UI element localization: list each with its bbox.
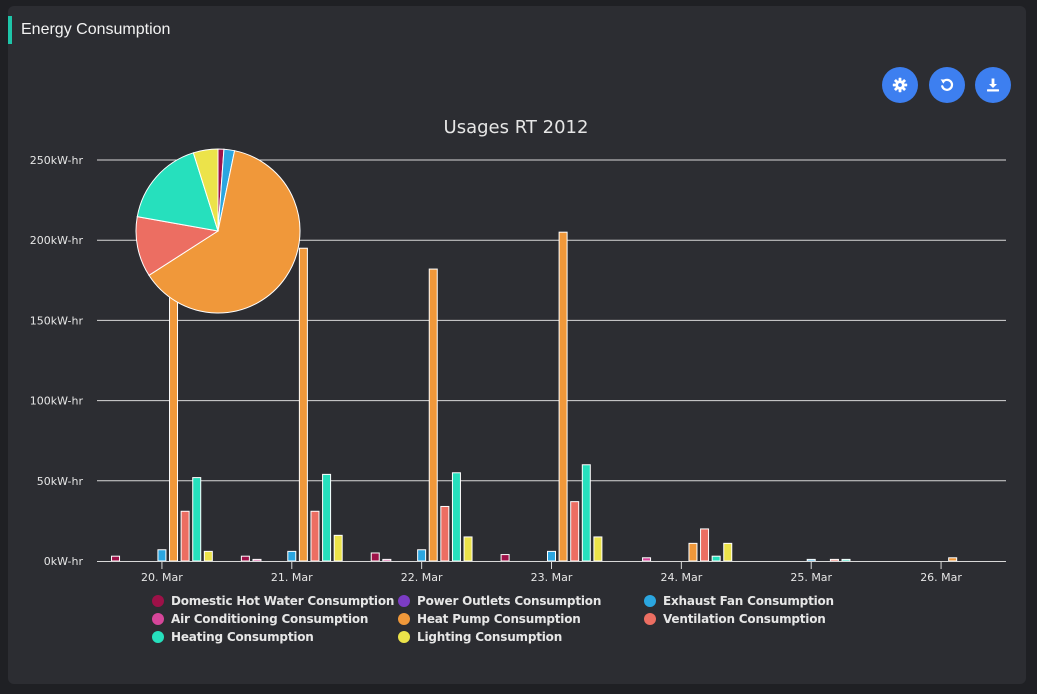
- legend-item[interactable]: Heating Consumption: [152, 630, 398, 644]
- bar[interactable]: [111, 555, 121, 562]
- bar[interactable]: [948, 557, 958, 562]
- pie-slice[interactable]: [148, 150, 301, 314]
- bar[interactable]: [203, 550, 213, 562]
- panel-title: Energy Consumption: [21, 21, 171, 38]
- legend-item[interactable]: Heat Pump Consumption: [398, 612, 644, 626]
- bar[interactable]: [829, 558, 839, 562]
- bar[interactable]: [593, 536, 603, 562]
- bar[interactable]: [440, 505, 450, 562]
- bar[interactable]: [570, 501, 580, 562]
- refresh-icon: [940, 78, 954, 91]
- y-tick-label: 0kW-hr: [44, 555, 84, 568]
- x-tick-label: 25. Mar: [790, 571, 832, 584]
- bar[interactable]: [547, 550, 556, 562]
- panel-header: Energy Consumption: [8, 16, 312, 44]
- bar[interactable]: [180, 510, 190, 562]
- bar[interactable]: [370, 552, 380, 562]
- y-tick-label: 250kW-hr: [30, 154, 84, 167]
- legend-item[interactable]: Lighting Consumption: [398, 630, 644, 644]
- legend-marker: [398, 613, 410, 625]
- bar[interactable]: [558, 231, 568, 562]
- pie-slice[interactable]: [192, 148, 219, 232]
- legend-label: Air Conditioning Consumption: [171, 612, 369, 626]
- y-tick-label: 150kW-hr: [30, 314, 84, 327]
- bar[interactable]: [723, 542, 733, 562]
- download-icon: [987, 78, 999, 92]
- y-tick-label: 50kW-hr: [37, 475, 84, 488]
- chart-legend: Domestic Hot Water Consumption Power Outl…: [152, 594, 912, 644]
- y-axis-labels: 0kW-hr 50kW-hr 100kW-hr 150kW-hr 200kW-hr 250…: [30, 154, 84, 568]
- bar[interactable]: [333, 534, 343, 562]
- bar[interactable]: [240, 555, 250, 562]
- x-tick-label: 21. Mar: [271, 571, 313, 584]
- gear-icon: [892, 77, 908, 93]
- legend-item[interactable]: Domestic Hot Water Consumption: [152, 594, 398, 608]
- bar[interactable]: [642, 557, 652, 562]
- legend-marker: [644, 613, 656, 625]
- pie-slice[interactable]: [136, 152, 219, 232]
- x-tick-label: 24. Mar: [660, 571, 702, 584]
- x-axis: 20. Mar 21. Mar 22. Mar 23. Mar 24. Mar 25. M…: [97, 561, 1006, 584]
- bar[interactable]: [463, 536, 473, 562]
- settings-button[interactable]: [882, 67, 918, 103]
- bar[interactable]: [428, 268, 438, 562]
- x-tick-label: 26. Mar: [920, 571, 962, 584]
- legend-label: Exhaust Fan Consumption: [663, 594, 834, 608]
- bar[interactable]: [451, 472, 461, 562]
- legend-label: Lighting Consumption: [417, 630, 563, 644]
- x-tick-label: 22. Mar: [401, 571, 443, 584]
- x-tick-label: 20. Mar: [141, 571, 183, 584]
- y-tick-label: 100kW-hr: [30, 395, 84, 408]
- bar[interactable]: [298, 247, 308, 562]
- bar[interactable]: [581, 464, 591, 562]
- legend-item[interactable]: Ventilation Consumption: [644, 612, 890, 626]
- legend-label: Domestic Hot Water Consumption: [171, 594, 395, 608]
- bar[interactable]: [310, 510, 320, 562]
- pie-slice[interactable]: [135, 216, 220, 276]
- legend-marker: [398, 631, 410, 643]
- bar[interactable]: [287, 550, 297, 562]
- legend-label: Ventilation Consumption: [663, 612, 826, 626]
- bar[interactable]: [252, 558, 262, 562]
- legend-item[interactable]: Exhaust Fan Consumption: [644, 594, 890, 608]
- bar[interactable]: [806, 558, 816, 562]
- legend-item[interactable]: Power Outlets Consumption: [398, 594, 644, 608]
- x-tick-label: 23. Mar: [531, 571, 573, 584]
- legend-marker: [398, 595, 410, 607]
- chart-title: Usages RT 2012: [444, 117, 589, 138]
- y-tick-label: 200kW-hr: [30, 234, 84, 247]
- bar[interactable]: [157, 549, 167, 562]
- legend-marker: [644, 595, 656, 607]
- bar[interactable]: [500, 554, 510, 562]
- legend-marker: [152, 631, 164, 643]
- bar[interactable]: [700, 528, 710, 562]
- legend-label: Power Outlets Consumption: [417, 594, 602, 608]
- bar[interactable]: [417, 549, 427, 562]
- bar[interactable]: [322, 473, 332, 562]
- download-button[interactable]: [975, 67, 1011, 103]
- legend-marker: [152, 595, 164, 607]
- legend-label: Heating Consumption: [171, 630, 314, 644]
- legend-label: Heat Pump Consumption: [417, 612, 581, 626]
- bar[interactable]: [382, 558, 392, 562]
- reset-button[interactable]: [929, 67, 965, 103]
- bar[interactable]: [192, 477, 202, 562]
- legend-marker: [152, 613, 164, 625]
- bar[interactable]: [711, 555, 721, 562]
- bar[interactable]: [688, 542, 698, 562]
- pie-chart: [135, 148, 301, 314]
- bar[interactable]: [841, 558, 851, 562]
- legend-item[interactable]: Air Conditioning Consumption: [152, 612, 398, 626]
